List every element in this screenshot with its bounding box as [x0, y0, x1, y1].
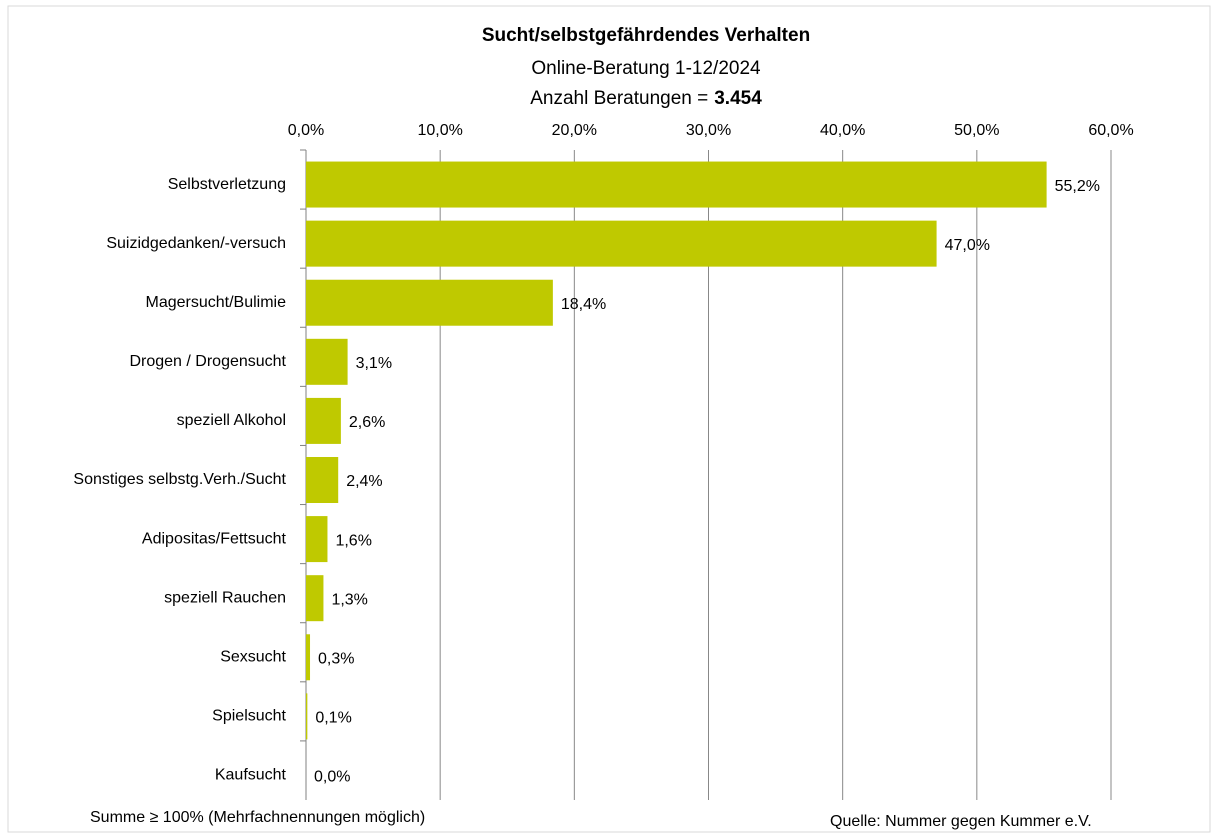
value-label: 2,6% — [349, 414, 385, 431]
bar — [306, 457, 339, 503]
x-tick-label: 50,0% — [954, 122, 999, 139]
count-label: Anzahl Beratungen = — [530, 88, 708, 109]
y-tick-label: Magersucht/Bulimie — [146, 294, 287, 311]
y-tick-label: Sonstiges selbstg.Verh./Sucht — [73, 471, 286, 488]
bar — [306, 161, 1047, 208]
footnote: Summe ≥ 100% (Mehrfachnennungen möglich) — [90, 809, 425, 826]
value-label: 47,0% — [945, 237, 990, 254]
y-tick-label: Kaufsucht — [215, 767, 287, 784]
x-tick-label: 10,0% — [417, 122, 462, 139]
bar — [306, 575, 324, 622]
x-tick-label: 20,0% — [552, 122, 597, 139]
value-label: 55,2% — [1055, 178, 1100, 195]
bar — [306, 279, 553, 326]
y-tick-label: Spielsucht — [212, 708, 286, 725]
y-tick-label: Selbstverletzung — [168, 176, 286, 193]
y-tick-label: Sexsucht — [220, 648, 286, 665]
bar — [306, 338, 348, 385]
value-label: 2,4% — [346, 473, 382, 490]
value-label: 0,0% — [314, 769, 350, 786]
chart-title: Sucht/selbstgefährdendes Verhalten — [482, 25, 810, 46]
bar — [306, 397, 341, 444]
value-label: 0,1% — [315, 710, 351, 727]
value-label: 1,6% — [335, 532, 371, 549]
bar — [306, 634, 311, 681]
chart-subtitle: Online-Beratung 1-12/2024 — [531, 58, 761, 79]
x-tick-label: 60,0% — [1088, 122, 1133, 139]
x-tick-label: 30,0% — [686, 122, 731, 139]
bar — [306, 516, 328, 563]
y-tick-label: Drogen / Drogensucht — [129, 353, 286, 370]
count-value: 3.454 — [714, 88, 762, 109]
bar — [306, 693, 308, 740]
y-tick-label: speziell Alkohol — [177, 412, 286, 429]
value-label: 0,3% — [318, 650, 354, 667]
value-label: 18,4% — [561, 296, 606, 313]
source: Quelle: Nummer gegen Kummer e.V. — [830, 813, 1092, 830]
bar — [306, 220, 937, 267]
value-label: 1,3% — [331, 591, 367, 608]
y-tick-label: Suizidgedanken/-versuch — [106, 235, 286, 252]
count-line: Anzahl Beratungen = 3.454 — [530, 88, 762, 109]
x-tick-label: 0,0% — [288, 122, 324, 139]
y-tick-label: Adipositas/Fettsucht — [142, 530, 287, 547]
y-tick-label: speziell Rauchen — [164, 589, 286, 606]
value-label: 3,1% — [356, 355, 392, 372]
chart-border — [7, 5, 1211, 833]
x-tick-label: 40,0% — [820, 122, 865, 139]
